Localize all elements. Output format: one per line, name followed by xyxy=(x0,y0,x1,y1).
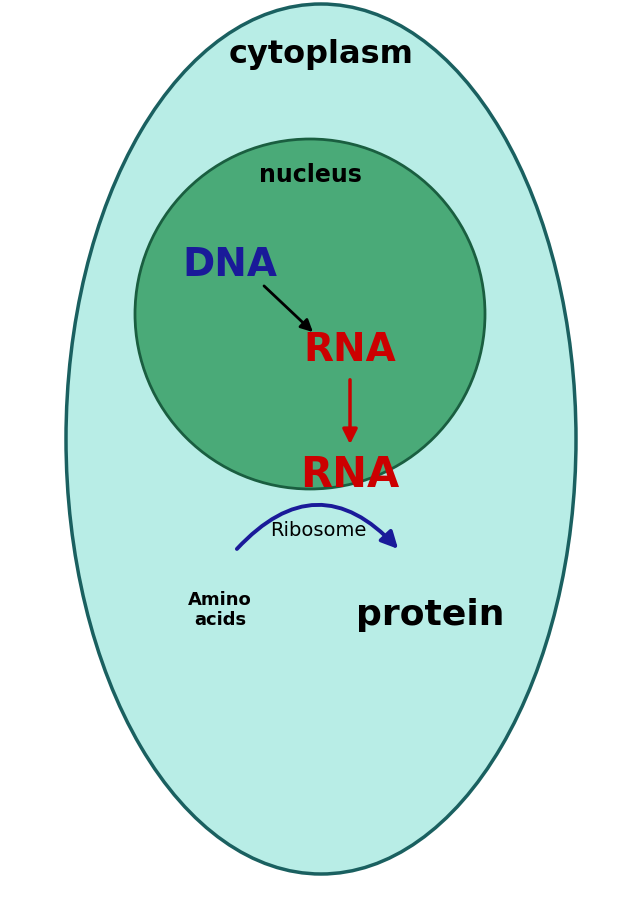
FancyArrowPatch shape xyxy=(237,505,395,550)
Text: Ribosome: Ribosome xyxy=(270,520,366,539)
Text: Amino
acids: Amino acids xyxy=(188,590,252,629)
Text: DNA: DNA xyxy=(182,245,277,284)
Text: protein: protein xyxy=(356,597,504,631)
Ellipse shape xyxy=(66,5,576,874)
Ellipse shape xyxy=(135,140,485,490)
Text: cytoplasm: cytoplasm xyxy=(229,40,413,71)
Text: RNA: RNA xyxy=(304,331,396,369)
Text: nucleus: nucleus xyxy=(259,163,361,187)
Text: RNA: RNA xyxy=(300,453,399,495)
